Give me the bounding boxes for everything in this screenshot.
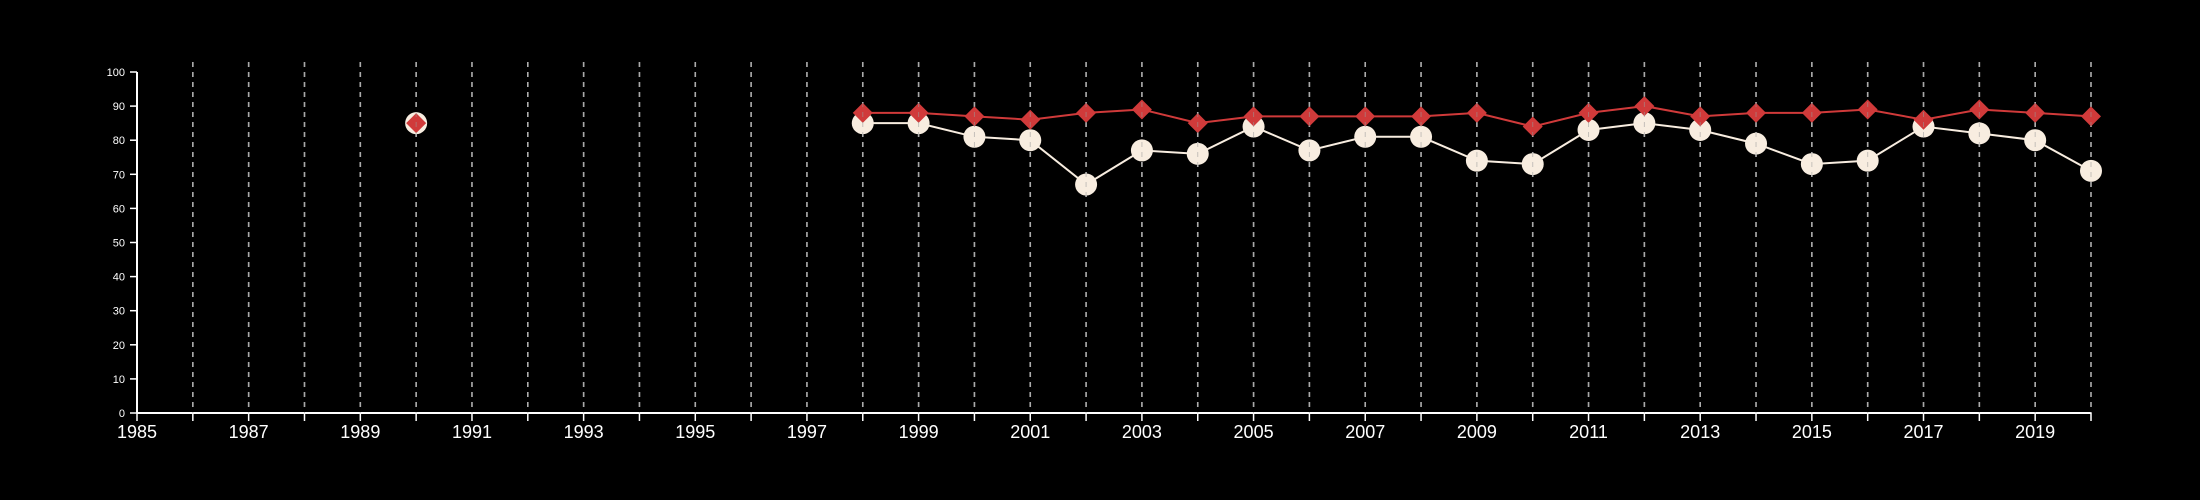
data-point [1969,99,1990,120]
data-point [1913,109,1934,130]
y-tick-label: 20 [113,340,125,352]
x-tick-label: 2011 [1569,422,1608,442]
y-tick-label: 90 [113,101,125,113]
x-tick-label: 1991 [452,422,492,442]
x-tick-label: 1989 [340,422,380,442]
data-point [1689,118,1712,141]
y-tick-label: 50 [113,238,125,250]
y-tick-label: 60 [113,203,125,215]
data-point [1019,129,1042,152]
x-tick-label: 2017 [1903,422,1943,442]
data-point [1856,149,1879,172]
x-tick-label: 1993 [564,422,604,442]
x-tick-label: 2007 [1345,422,1385,442]
x-tick-label: 1985 [117,422,157,442]
x-tick-label: 1999 [899,422,939,442]
x-tick-label: 2015 [1792,422,1832,442]
data-point [2080,159,2102,182]
y-tick-label: 80 [113,135,125,147]
x-tick-label: 2009 [1457,422,1497,442]
data-point [1298,139,1321,162]
y-tick-label: 0 [119,408,125,420]
x-tick-label: 2019 [2015,422,2055,442]
y-tick-label: 70 [113,169,125,181]
data-point [1857,99,1878,120]
y-tick-label: 30 [113,306,125,318]
axes: 0 10 20 30 40 50 60 70 80 90 100 1985 1987 1989 1991 19… [107,67,2092,442]
data-point [1130,139,1153,162]
x-tick-label: 2001 [1010,422,1050,442]
x-tick-label: 2003 [1122,422,1162,442]
series-area [192,62,2102,413]
x-tick-label: 2005 [1234,422,1274,442]
x-tick-label: 1987 [229,422,269,442]
x-tick-label: 1995 [675,422,715,442]
x-tick-label: 1997 [787,422,827,442]
data-point [2024,129,2047,152]
y-tick-label: 100 [107,67,125,79]
data-point [1131,99,1152,120]
y-tick-label: 40 [113,272,125,284]
data-point [1465,149,1488,172]
x-tick-label: 2013 [1680,422,1720,442]
data-point [1020,109,1041,130]
data-point [1577,118,1600,141]
y-tick-label: 10 [113,374,125,386]
